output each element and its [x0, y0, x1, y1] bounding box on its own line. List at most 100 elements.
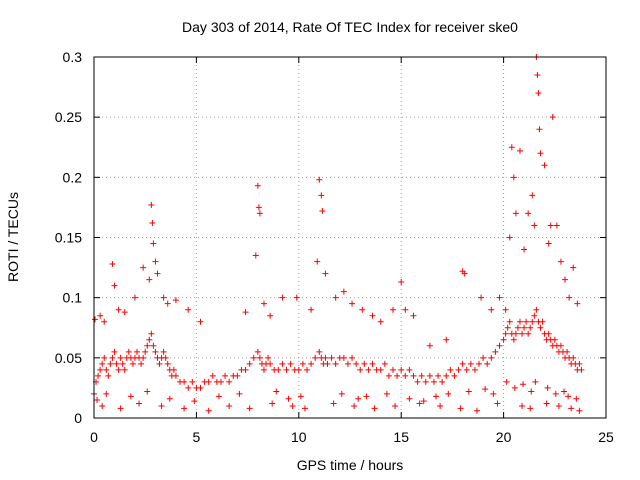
data-point: [158, 402, 165, 409]
data-point: [422, 378, 429, 385]
data-point: [383, 390, 390, 397]
x-tick-label: 15: [393, 429, 409, 445]
data-point: [256, 210, 263, 217]
data-point: [363, 393, 370, 400]
data-point: [269, 400, 276, 407]
data-point: [303, 366, 310, 373]
data-point: [549, 114, 556, 121]
data-point: [430, 378, 437, 385]
data-point: [377, 366, 384, 373]
data-point: [121, 366, 128, 373]
data-point: [351, 402, 358, 409]
data-point: [172, 297, 179, 304]
data-point: [332, 360, 339, 367]
data-point: [443, 336, 450, 343]
data-point: [101, 318, 108, 325]
data-point: [488, 306, 495, 313]
data-point: [99, 360, 106, 367]
data-point: [349, 300, 356, 307]
data-point: [527, 405, 534, 412]
data-point: [273, 388, 280, 395]
data-point: [162, 354, 169, 361]
data-point: [552, 390, 559, 397]
data-point: [488, 354, 495, 361]
data-point: [514, 324, 521, 331]
data-point: [172, 372, 179, 379]
data-point: [149, 220, 156, 227]
data-point: [455, 366, 462, 373]
data-point: [164, 360, 171, 367]
data-point: [316, 176, 323, 183]
data-point: [101, 354, 108, 361]
data-point: [377, 318, 384, 325]
data-point: [234, 372, 241, 379]
y-tick-label: 0.1: [63, 290, 83, 306]
data-point: [573, 395, 580, 402]
data-point: [433, 393, 440, 400]
data-point: [359, 306, 366, 313]
data-point: [390, 306, 397, 313]
data-point: [297, 393, 304, 400]
data-point: [502, 330, 509, 337]
data-point: [160, 348, 167, 355]
data-point: [197, 384, 204, 391]
data-point: [576, 407, 583, 414]
data-point: [319, 208, 326, 215]
data-point: [457, 405, 464, 412]
data-point: [410, 312, 417, 319]
data-point: [308, 360, 315, 367]
data-point: [109, 260, 116, 267]
data-point: [293, 294, 300, 301]
x-tick-label: 25: [598, 429, 614, 445]
data-point: [150, 342, 157, 349]
data-point: [140, 264, 147, 271]
data-point: [246, 405, 253, 412]
data-point: [504, 324, 511, 331]
data-point: [369, 360, 376, 367]
data-point: [568, 405, 575, 412]
data-point: [105, 372, 112, 379]
data-point: [316, 348, 323, 355]
data-point: [443, 372, 450, 379]
data-point: [242, 309, 249, 316]
data-point: [578, 366, 585, 373]
data-point: [527, 324, 534, 331]
data-point: [482, 386, 489, 393]
data-point: [197, 318, 204, 325]
data-point: [506, 318, 513, 325]
data-point: [437, 402, 444, 409]
x-tick-label: 0: [90, 429, 98, 445]
data-point: [471, 366, 478, 373]
data-point: [418, 372, 425, 379]
data-point: [138, 360, 145, 367]
data-point: [385, 372, 392, 379]
data-point: [283, 366, 290, 373]
data-point: [92, 316, 99, 323]
data-point: [478, 294, 485, 301]
data-point: [226, 402, 233, 409]
data-point: [531, 312, 538, 319]
data-point: [532, 378, 539, 385]
data-point: [295, 366, 302, 373]
data-point: [476, 360, 483, 367]
data-point: [99, 402, 106, 409]
data-point: [435, 372, 442, 379]
data-point: [144, 388, 151, 395]
data-point: [503, 378, 510, 385]
data-point: [490, 390, 497, 397]
data-point: [129, 360, 136, 367]
data-point: [285, 395, 292, 402]
data-point: [117, 354, 124, 361]
data-point: [152, 348, 159, 355]
data-point: [416, 400, 423, 407]
data-point: [506, 234, 513, 241]
data-point: [146, 336, 153, 343]
data-point: [519, 402, 526, 409]
data-point: [461, 270, 468, 277]
data-point: [516, 147, 523, 154]
y-tick-label: 0.15: [55, 230, 82, 246]
data-point: [148, 330, 155, 337]
data-point: [519, 330, 526, 337]
data-point: [564, 348, 571, 355]
data-point: [537, 150, 544, 157]
